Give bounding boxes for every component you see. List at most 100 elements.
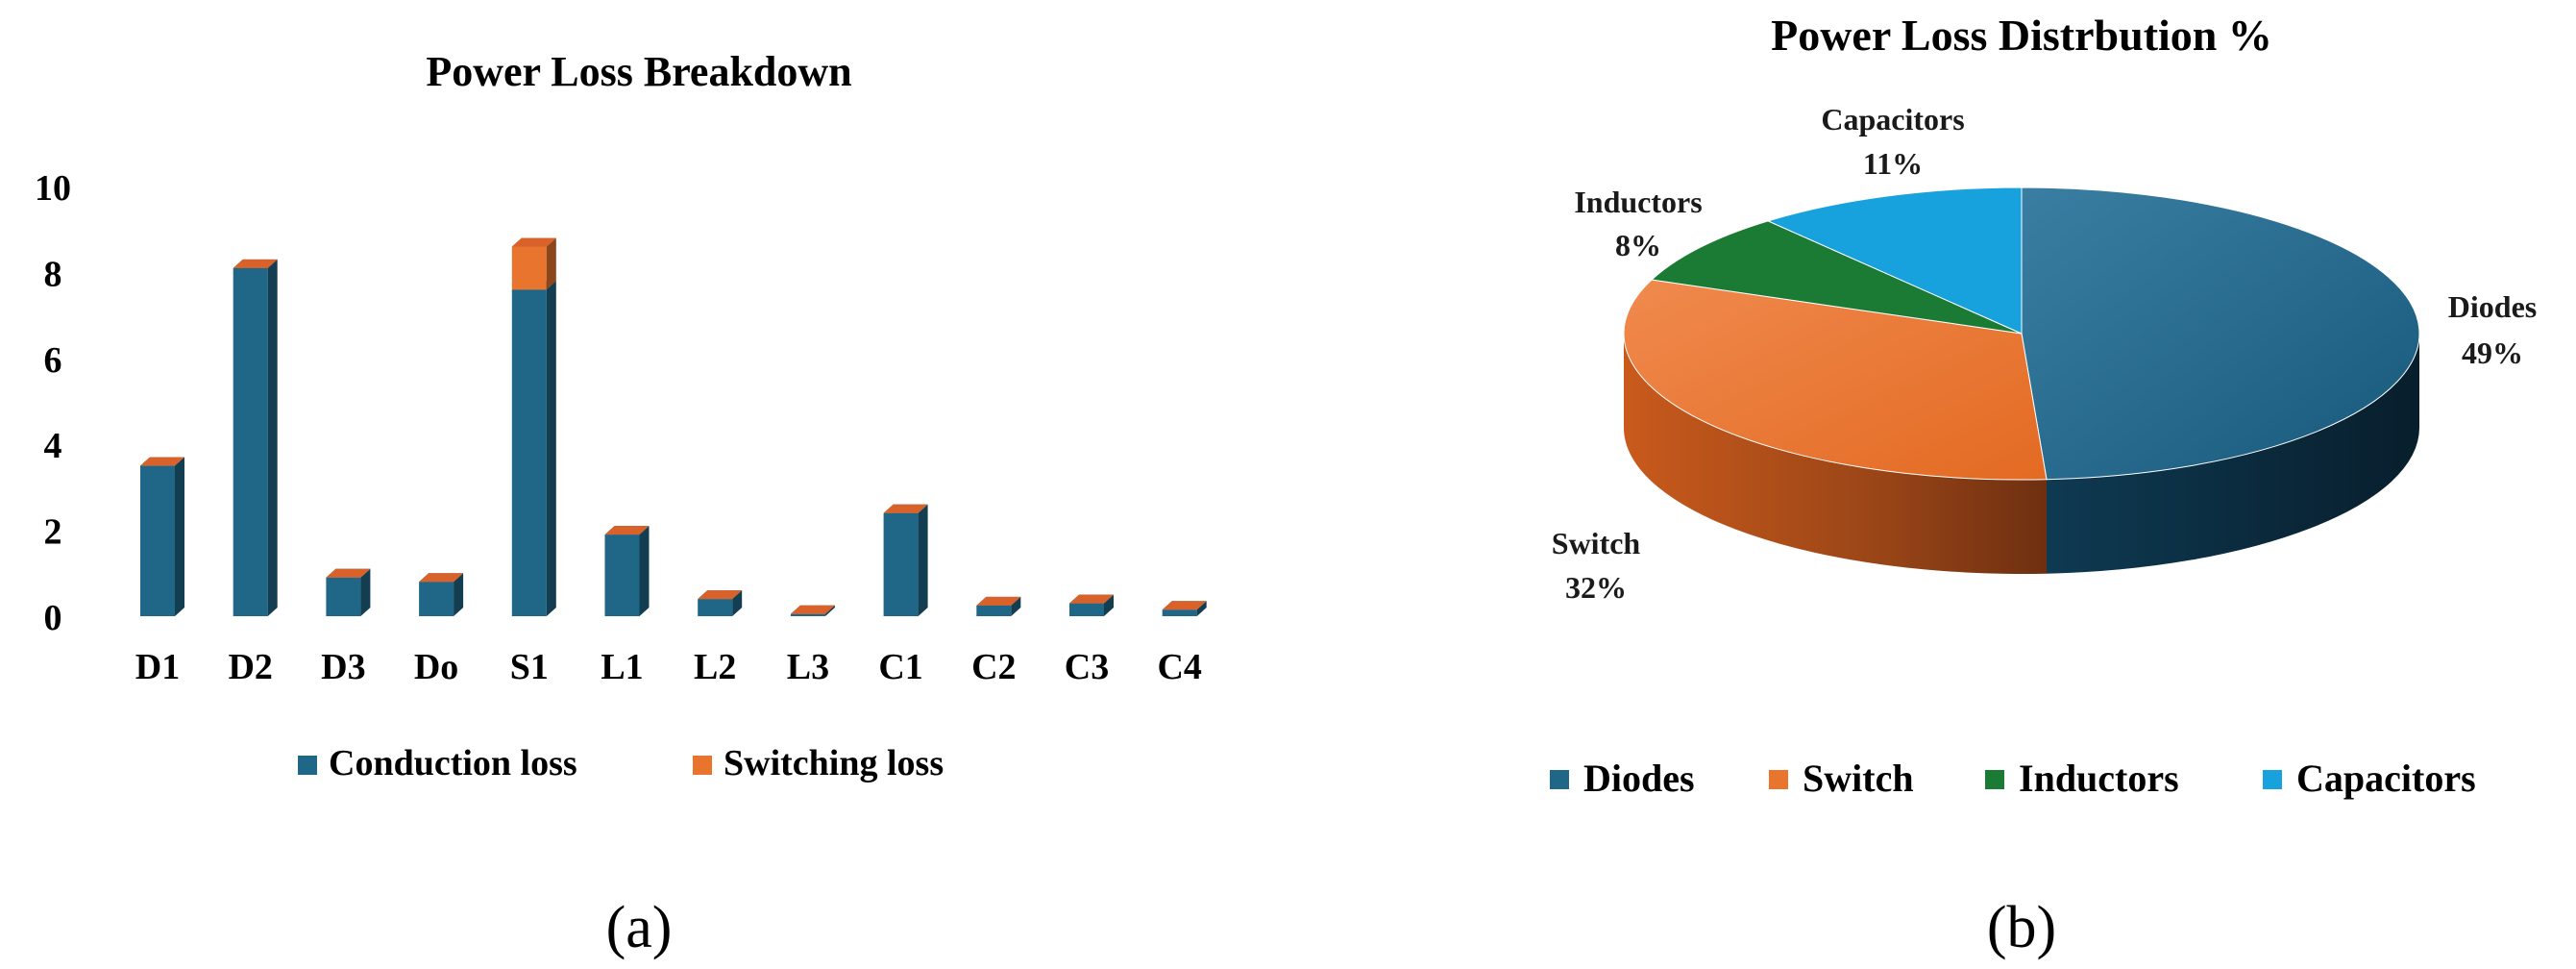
bar-segment-s1-conduction-loss (511, 289, 547, 616)
bar-d3 (326, 568, 371, 616)
bar-c2 (976, 596, 1021, 616)
pie-slice-inductors (1650, 220, 2023, 335)
legend-label-diodes: Diodes (1583, 757, 1695, 800)
bar-y-axis: 0 2 4 6 8 10 (35, 168, 71, 638)
legend-label-conduction-loss: Conduction loss (329, 743, 577, 783)
bar-segment-d3-conduction-loss-side (360, 568, 371, 616)
legend-label-inductors: Inductors (2019, 757, 2179, 800)
x-tick-label-d2: D2 (228, 647, 272, 687)
pie-sides (1624, 334, 2419, 574)
legend-item-switching-loss: Switching loss (693, 743, 944, 783)
legend-item-capacitors: Capacitors (2263, 757, 2476, 800)
bar-segment-c2-conduction-loss (976, 605, 1012, 616)
bar-cap-d3 (326, 568, 371, 578)
bar-segment-l2-conduction-loss-side (732, 590, 743, 616)
bar-cap-do (419, 573, 464, 583)
pie-side-switch (1624, 334, 2047, 574)
pie-slice-capacitors (1766, 186, 2023, 335)
bar-x-axis: D1 D2 D3 Do S1 L1 L2 L3 C1 C2 C3 C4 (135, 647, 1202, 687)
bar-segment-c1-conduction-loss-side (918, 504, 928, 616)
y-tick-label: 0 (44, 598, 62, 638)
legend-item-conduction-loss: Conduction loss (298, 743, 577, 783)
bar-chart-title: Power Loss Breakdown (426, 48, 851, 95)
legend-swatch-switching-loss (693, 756, 712, 775)
pie-label-value-capacitors: 11% (1863, 146, 1923, 181)
x-tick-label-l3: L3 (787, 647, 829, 687)
legend-item-inductors: Inductors (1985, 757, 2179, 800)
bar-cap-s1 (511, 237, 556, 247)
bar-segment-d2-conduction-loss (233, 267, 268, 616)
pie-slice-diodes (2021, 186, 2420, 481)
y-tick-label: 4 (44, 426, 62, 466)
y-tick-label: 10 (35, 168, 71, 209)
pie-data-label-inductors: Inductors 8% (1574, 185, 1702, 262)
bar-c1 (883, 504, 928, 616)
x-tick-label-s1: S1 (510, 647, 549, 687)
bar-l1 (604, 526, 650, 616)
bar-c3 (1069, 594, 1114, 616)
x-tick-label-do: Do (414, 647, 458, 687)
bar-segment-s1-switching-loss-side (546, 237, 556, 290)
legend-label-capacitors: Capacitors (2296, 757, 2476, 800)
bar-segment-do-conduction-loss (419, 582, 454, 616)
bar-segment-c4-conduction-loss (1162, 609, 1197, 616)
bar-segment-do-conduction-loss-side (454, 573, 464, 616)
pie-data-label-switch: Switch 32% (1552, 526, 1641, 605)
bar-cap-l1 (604, 526, 650, 535)
bar-segment-s1-switching-loss (511, 246, 547, 290)
bar-segment-l3-conduction-loss (790, 613, 825, 616)
bar-segment-d1-conduction-loss-side (175, 457, 184, 616)
x-tick-label-l2: L2 (694, 647, 736, 687)
pie-side-diodes (2046, 334, 2419, 574)
bar-cap-c1 (883, 504, 928, 513)
pie-label-name-switch: Switch (1552, 526, 1641, 560)
bar-cap-c3 (1069, 594, 1114, 604)
bar-segment-l3-conduction-loss-side (824, 605, 835, 616)
pie-label-value-diodes: 49% (2462, 335, 2523, 370)
bar-segment-c1-conduction-loss (883, 512, 919, 616)
bar-cap-c4 (1162, 601, 1207, 610)
bar-segment-c2-conduction-loss-side (1011, 596, 1021, 616)
x-tick-label-d3: D3 (321, 647, 365, 687)
panel-label-a: (a) (606, 895, 673, 960)
legend-swatch-diodes (1550, 770, 1569, 789)
bar-l2 (698, 590, 743, 616)
bar-do (419, 573, 464, 616)
bar-chart: Power Loss Breakdown 0 2 4 6 8 10 D1 D2 D3 Do S1 L… (35, 48, 1207, 960)
bar-cap-l2 (698, 590, 743, 600)
bar-cap-c2 (976, 596, 1021, 606)
x-tick-label-l1: L1 (601, 647, 643, 687)
x-tick-label-c4: C4 (1157, 647, 1201, 687)
bar-segment-d3-conduction-loss (326, 577, 361, 616)
bar-marks (140, 237, 1207, 616)
pie-label-name-capacitors: Capacitors (1821, 102, 1964, 137)
bar-segment-l1-conduction-loss (604, 534, 640, 616)
bar-cap-l3 (790, 605, 835, 614)
y-tick-label: 2 (44, 512, 62, 553)
pie-chart-title: Power Loss Distrbution % (1771, 11, 2272, 60)
pie-labels: Diodes 49% Switch 32% Inductors 8% Capacitors 1… (1552, 102, 2537, 605)
pie-legend: Diodes Switch Inductors Capacitors (1550, 757, 2476, 800)
legend-swatch-conduction-loss (298, 756, 317, 775)
bar-d2 (233, 259, 278, 616)
bar-segment-d2-conduction-loss-side (267, 259, 278, 616)
x-tick-label-d1: D1 (135, 647, 180, 687)
x-tick-label-c1: C1 (878, 647, 922, 687)
legend-swatch-capacitors (2263, 770, 2282, 789)
pie-label-name-diodes: Diodes (2448, 289, 2537, 324)
bar-segment-l1-conduction-loss-side (639, 526, 650, 616)
y-tick-label: 8 (44, 254, 62, 294)
bar-l3 (790, 605, 835, 616)
pie-chart: Power Loss Distrbution % Diodes 49% Switch… (1550, 11, 2537, 960)
pie-data-label-capacitors: Capacitors 11% (1821, 102, 1964, 181)
legend-label-switch: Switch (1803, 757, 1914, 800)
pie-slices (1623, 186, 2420, 481)
bar-cap-d2 (233, 259, 278, 268)
pie-label-name-inductors: Inductors (1574, 185, 1702, 219)
pie-data-label-diodes: Diodes 49% (2448, 289, 2537, 370)
x-tick-label-c2: C2 (971, 647, 1016, 687)
bar-segment-s1-conduction-loss-side (546, 281, 556, 616)
legend-swatch-inductors (1985, 770, 2004, 789)
bar-segment-c3-conduction-loss (1069, 603, 1104, 616)
